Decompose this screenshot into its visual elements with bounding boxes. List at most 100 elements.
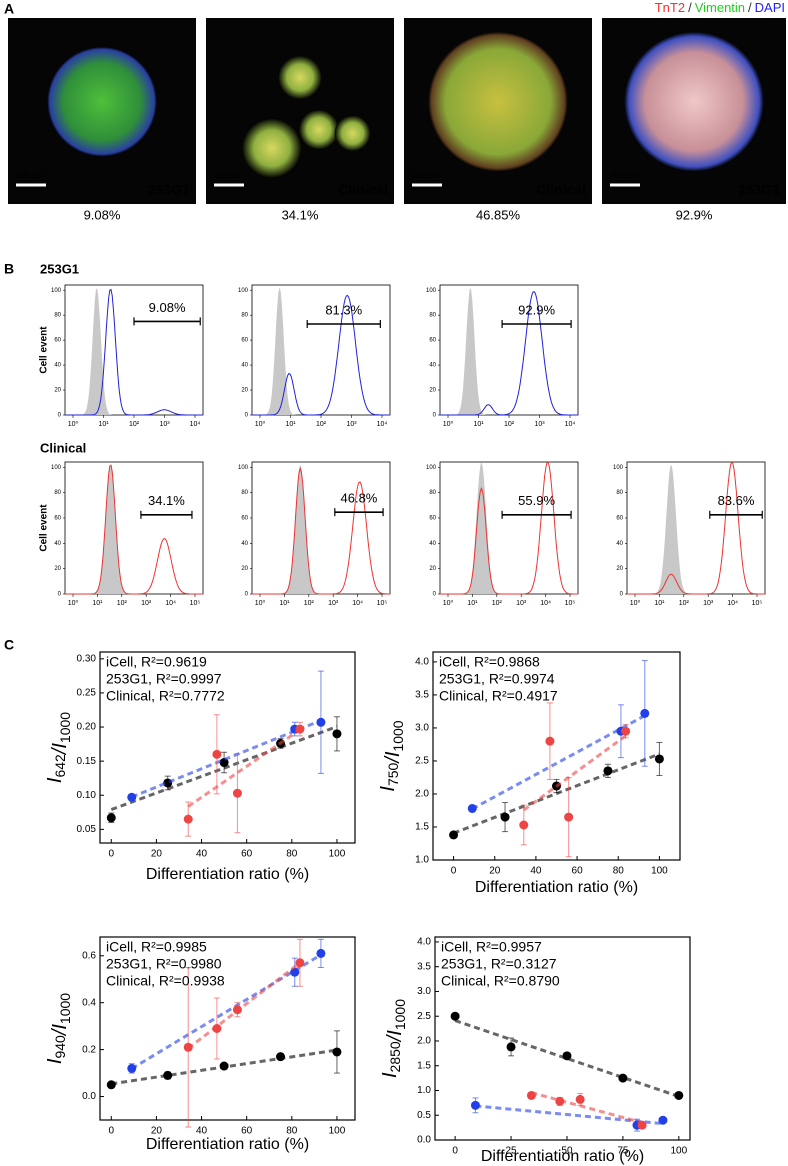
stain-name: DAPI <box>755 0 785 15</box>
x-tick-label: 10³ <box>534 421 545 428</box>
legend-entry: Clinical, R²=0.7772 <box>106 688 225 704</box>
image-label: 253G1 <box>738 182 780 198</box>
x-tick-label: 10² <box>304 600 315 607</box>
y-tick-label: 60 <box>241 516 248 522</box>
plot-frame <box>434 936 691 1141</box>
data-point <box>450 1011 460 1021</box>
x-tick-label: 10⁰ <box>68 599 79 607</box>
y-tick-label: 3.5 <box>415 690 429 701</box>
x-tick-label: 10³ <box>141 600 152 607</box>
data-point <box>232 788 242 798</box>
sample-histogram <box>252 294 390 416</box>
y-tick-label: 1.0 <box>417 1085 431 1096</box>
data-point <box>618 1073 628 1083</box>
y-tick-label: 0 <box>58 592 62 598</box>
y-tick-label: 1.5 <box>415 822 429 833</box>
y-axis-label: Cell event <box>39 326 50 374</box>
y-tick-label: 0 <box>433 592 437 598</box>
y-tick-label: 80 <box>616 490 623 496</box>
x-tick-label: 20 <box>489 866 501 877</box>
y-tick-label: 2.5 <box>415 756 429 767</box>
x-tick-label: 10⁵ <box>752 600 763 607</box>
percent-label: 92.9% <box>676 207 713 222</box>
y-tick-label: 40 <box>241 541 248 547</box>
data-point <box>621 726 631 736</box>
legend-entry: iCell, R²=0.9868 <box>439 654 540 670</box>
y-tick-label: 100 <box>426 288 437 294</box>
y-tick-label: 20 <box>616 566 623 572</box>
y-axis-label: I642/I1000 <box>44 712 72 783</box>
fit-line <box>453 752 660 835</box>
x-tick-label: 75 <box>617 1146 629 1157</box>
x-tick-label: 10² <box>316 421 327 428</box>
legend-entry: 253G1, R²=0.3127 <box>441 956 557 972</box>
data-point <box>575 1094 585 1104</box>
data-point <box>640 708 650 718</box>
stain-legend: TnT2/Vimentin / DAPI <box>655 0 785 15</box>
gate-label: 55.9% <box>518 493 555 508</box>
x-tick-label: 10³ <box>328 600 339 607</box>
image-label: Clinical <box>536 182 586 198</box>
y-tick-label: 4.0 <box>417 937 431 948</box>
x-tick-label: 0 <box>451 866 457 877</box>
control-histogram <box>65 465 203 594</box>
fit-line <box>522 734 627 812</box>
y-tick-label: 0.15 <box>77 756 97 767</box>
cell-cluster <box>47 46 157 157</box>
legend-entry: iCell, R²=0.9957 <box>441 939 542 955</box>
symbol: /I <box>382 751 404 765</box>
y-tick-label: 0 <box>245 413 249 419</box>
data-point <box>316 717 326 727</box>
x-tick-label: 10⁰ <box>630 599 641 607</box>
histogram-frame <box>439 461 579 595</box>
x-tick-label: 10¹ <box>92 600 103 607</box>
x-tick-label: 10⁵ <box>377 600 388 607</box>
subscript: 1000 <box>390 720 406 751</box>
y-tick-label: 100 <box>426 465 437 471</box>
x-tick-label: 10⁰ <box>68 420 79 428</box>
y-tick-label: 100 <box>238 288 249 294</box>
y-tick-label: 3.0 <box>417 986 431 997</box>
x-tick-label: 10² <box>129 421 140 428</box>
control-histogram <box>252 287 390 415</box>
histogram-frame <box>439 284 579 416</box>
x-tick-label: 10⁴ <box>352 600 363 607</box>
data-point <box>106 1080 116 1090</box>
separator: / <box>688 0 692 15</box>
data-point <box>232 1005 242 1015</box>
x-tick-label: 80 <box>286 849 298 860</box>
legend-entry: iCell, R²=0.9619 <box>106 654 207 670</box>
data-point <box>526 1090 536 1100</box>
fit-line <box>187 728 301 808</box>
x-tick-label: 60 <box>572 866 584 877</box>
data-point <box>545 736 555 746</box>
y-tick-label: 60 <box>616 516 623 522</box>
y-tick-label: 3.5 <box>417 961 431 972</box>
x-tick-label: 10⁰ <box>255 599 266 607</box>
separator: / <box>748 0 752 15</box>
data-point <box>127 792 137 802</box>
y-tick-label: 100 <box>238 465 249 471</box>
x-tick-label: 0 <box>109 849 115 860</box>
x-tick-label: 100 <box>329 1126 346 1137</box>
x-tick-label: 20 <box>151 1126 163 1137</box>
legend-entry: Clinical, R²=0.8790 <box>441 973 560 989</box>
legend-entry: 253G1, R²=0.9980 <box>106 956 222 972</box>
data-point <box>183 1042 193 1052</box>
symbol: I <box>379 1072 401 1078</box>
x-axis-label: Differentiation ratio (%) <box>475 879 638 896</box>
scale-text: 100 μm <box>16 171 43 180</box>
y-tick-label: 100 <box>613 465 624 471</box>
x-tick-label: 10³ <box>703 600 714 607</box>
control-histogram <box>65 288 203 415</box>
y-tick-label: 0 <box>245 592 249 598</box>
sample-histogram <box>440 291 578 416</box>
y-tick-label: 0.10 <box>77 790 97 801</box>
x-tick-label: 10⁴ <box>540 600 551 607</box>
symbol: /I <box>384 1030 406 1044</box>
y-tick-label: 0.25 <box>77 688 97 699</box>
x-tick-label: 10⁴ <box>190 421 201 428</box>
fit-line <box>187 961 301 1050</box>
y-tick-label: 60 <box>429 516 436 522</box>
subscript: 1000 <box>57 712 73 743</box>
